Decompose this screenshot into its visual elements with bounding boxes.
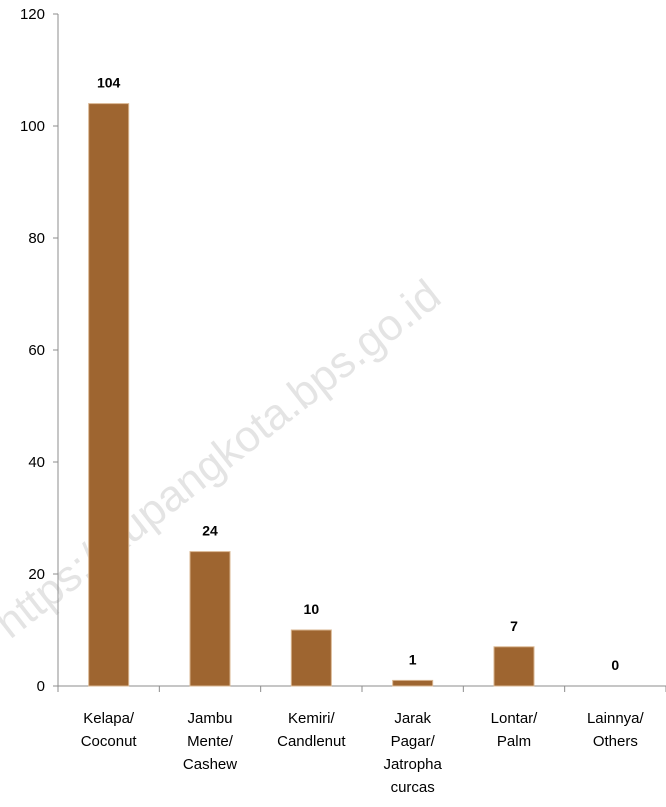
x-category-label-line: Coconut — [81, 733, 138, 750]
bar — [392, 679, 434, 687]
x-category-label-line: Lainnya/ — [587, 710, 645, 727]
x-category-label-line: Jarak — [394, 710, 431, 727]
bar — [189, 551, 231, 687]
x-category-label-line: Kelapa/ — [83, 710, 135, 727]
x-category-label-line: Jatropha — [383, 756, 442, 773]
y-tick-label: 60 — [28, 342, 45, 359]
x-category-label: Kemiri/Candlenut — [277, 710, 346, 750]
data-label: 1 — [409, 651, 417, 667]
data-label: 24 — [202, 523, 218, 539]
y-tick-label: 40 — [28, 454, 45, 471]
x-category-label-line: Others — [593, 733, 638, 750]
x-category-label-line: Pagar/ — [391, 733, 436, 750]
x-category-label: Kelapa/Coconut — [81, 710, 138, 750]
y-tick-label: 100 — [20, 118, 45, 135]
x-category-label: Lainnya/Others — [587, 710, 645, 750]
x-category-label: Lontar/Palm — [491, 710, 539, 750]
y-tick-label: 80 — [28, 230, 45, 247]
bar — [88, 103, 130, 687]
bar — [290, 629, 332, 687]
x-category-label-line: Lontar/ — [491, 710, 539, 727]
data-label: 7 — [510, 618, 518, 634]
data-label: 104 — [97, 75, 121, 91]
y-tick-label: 0 — [37, 678, 45, 695]
bar — [493, 646, 535, 687]
data-label: 10 — [304, 601, 320, 617]
y-tick-label: 120 — [20, 6, 45, 23]
x-category-label: Jarak Pagar/Jatropha curcas — [383, 710, 442, 796]
x-category-label-line: Mente/ — [187, 733, 234, 750]
x-category-label-line: Palm — [497, 733, 531, 750]
x-category-label-line: Kemiri/ — [288, 710, 336, 727]
y-tick-label: 20 — [28, 566, 45, 583]
x-category-label: Jambu Mente/Cashew — [183, 710, 237, 773]
x-category-label-line: Cashew — [183, 756, 237, 773]
bars-group — [88, 103, 535, 687]
x-category-label-line: curcas — [391, 779, 435, 796]
x-category-label-line: Candlenut — [277, 733, 346, 750]
data-label: 0 — [611, 657, 619, 673]
x-category-label-line: Jambu — [187, 710, 232, 727]
